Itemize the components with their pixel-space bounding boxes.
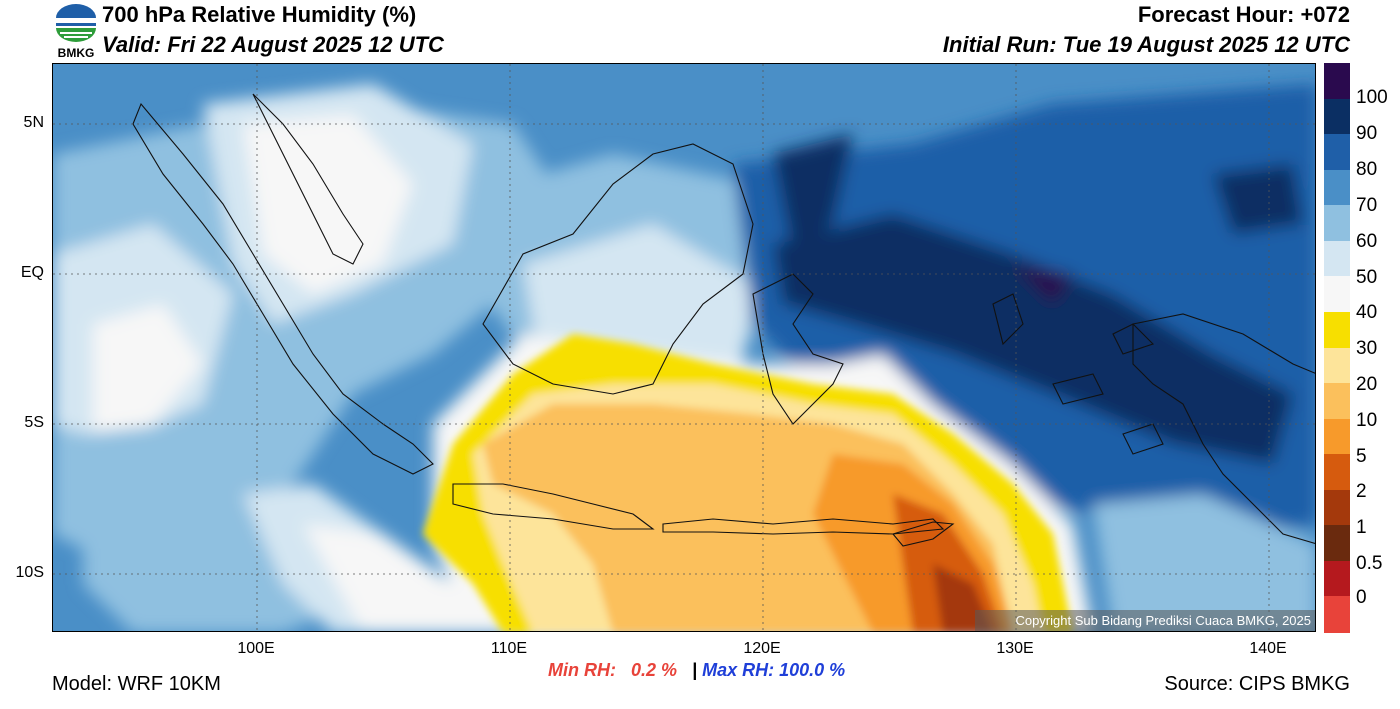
legend-swatch [1324, 311, 1350, 348]
legend-label-30: 30 [1356, 338, 1378, 359]
coastlines [132, 93, 1315, 547]
map-title: 700 hPa Relative Humidity (%) [102, 2, 417, 27]
legend-swatch [1324, 98, 1350, 135]
legend-label-2: 2 [1356, 481, 1367, 502]
legend-swatch [1324, 169, 1350, 206]
min-rh-value: 0.2 % [631, 660, 678, 680]
legend-swatch [1324, 525, 1350, 562]
legend-label-80: 80 [1356, 159, 1378, 180]
legend-label-5: 5 [1356, 446, 1367, 467]
initial-run: Initial Run: Tue 19 August 2025 12 UTC [942, 32, 1350, 57]
legend-label-100: 100 [1356, 87, 1388, 108]
source-label: Source: CIPS BMKG [1164, 673, 1350, 695]
copyright-notice: Copyright Sub Bidang Prediksi Cuaca BMKG… [975, 610, 1315, 631]
legend-label-60: 60 [1356, 231, 1378, 252]
legend-swatch [1324, 63, 1350, 100]
min-rh-label: Min RH: [548, 660, 616, 680]
legend-label-50: 50 [1356, 267, 1378, 288]
legend-swatch [1324, 418, 1350, 455]
lat-label-5n: 5N [23, 114, 44, 131]
bmkg-logo-icon [56, 4, 96, 42]
legend-label-70: 70 [1356, 195, 1378, 216]
legend-label-10: 10 [1356, 410, 1378, 431]
legend-label-0-5: 0.5 [1356, 553, 1383, 574]
model-label: Model: WRF 10KM [52, 673, 221, 695]
lat-label-eq: EQ [20, 264, 44, 281]
legend-swatch [1324, 560, 1350, 597]
stats-separator: | [692, 660, 698, 680]
legend-swatch [1324, 347, 1350, 384]
bmkg-logo-label: BMKG [57, 46, 95, 60]
legend-swatch [1324, 383, 1350, 420]
legend-swatch [1324, 596, 1350, 633]
legend-label-0: 0 [1356, 587, 1367, 608]
rh-stats: Min RH: 0.2 % | Max RH: 100.0 % [548, 660, 845, 681]
lon-label-140e: 140E [1249, 640, 1287, 657]
valid-time: Valid: Fri 22 August 2025 12 UTC [102, 32, 444, 57]
legend-label-90: 90 [1356, 123, 1378, 144]
graticule [53, 64, 1315, 631]
lat-label-5s: 5S [24, 414, 44, 431]
legend-swatch [1324, 240, 1350, 277]
humidity-map: Copyright Sub Bidang Prediksi Cuaca BMKG… [52, 63, 1316, 632]
max-rh-label: Max RH: [702, 660, 775, 680]
lon-label-120e: 120E [743, 640, 781, 657]
color-legend [1324, 63, 1350, 633]
lon-label-130e: 130E [996, 640, 1034, 657]
lon-label-100e: 100E [237, 640, 275, 657]
legend-swatch [1324, 276, 1350, 313]
max-rh-value: 100.0 % [779, 660, 846, 680]
forecast-hour: Forecast Hour: +072 [1137, 2, 1350, 27]
legend-label-40: 40 [1356, 302, 1378, 323]
lat-label-10s: 10S [15, 564, 44, 581]
legend-swatch [1324, 489, 1350, 526]
lon-label-110e: 110E [490, 640, 528, 657]
bmkg-logo [52, 2, 100, 60]
legend-swatch [1324, 134, 1350, 171]
humidity-field [53, 64, 1315, 631]
legend-swatch [1324, 205, 1350, 242]
legend-label-20: 20 [1356, 374, 1378, 395]
legend-swatch [1324, 454, 1350, 491]
legend-label-1: 1 [1356, 517, 1367, 538]
